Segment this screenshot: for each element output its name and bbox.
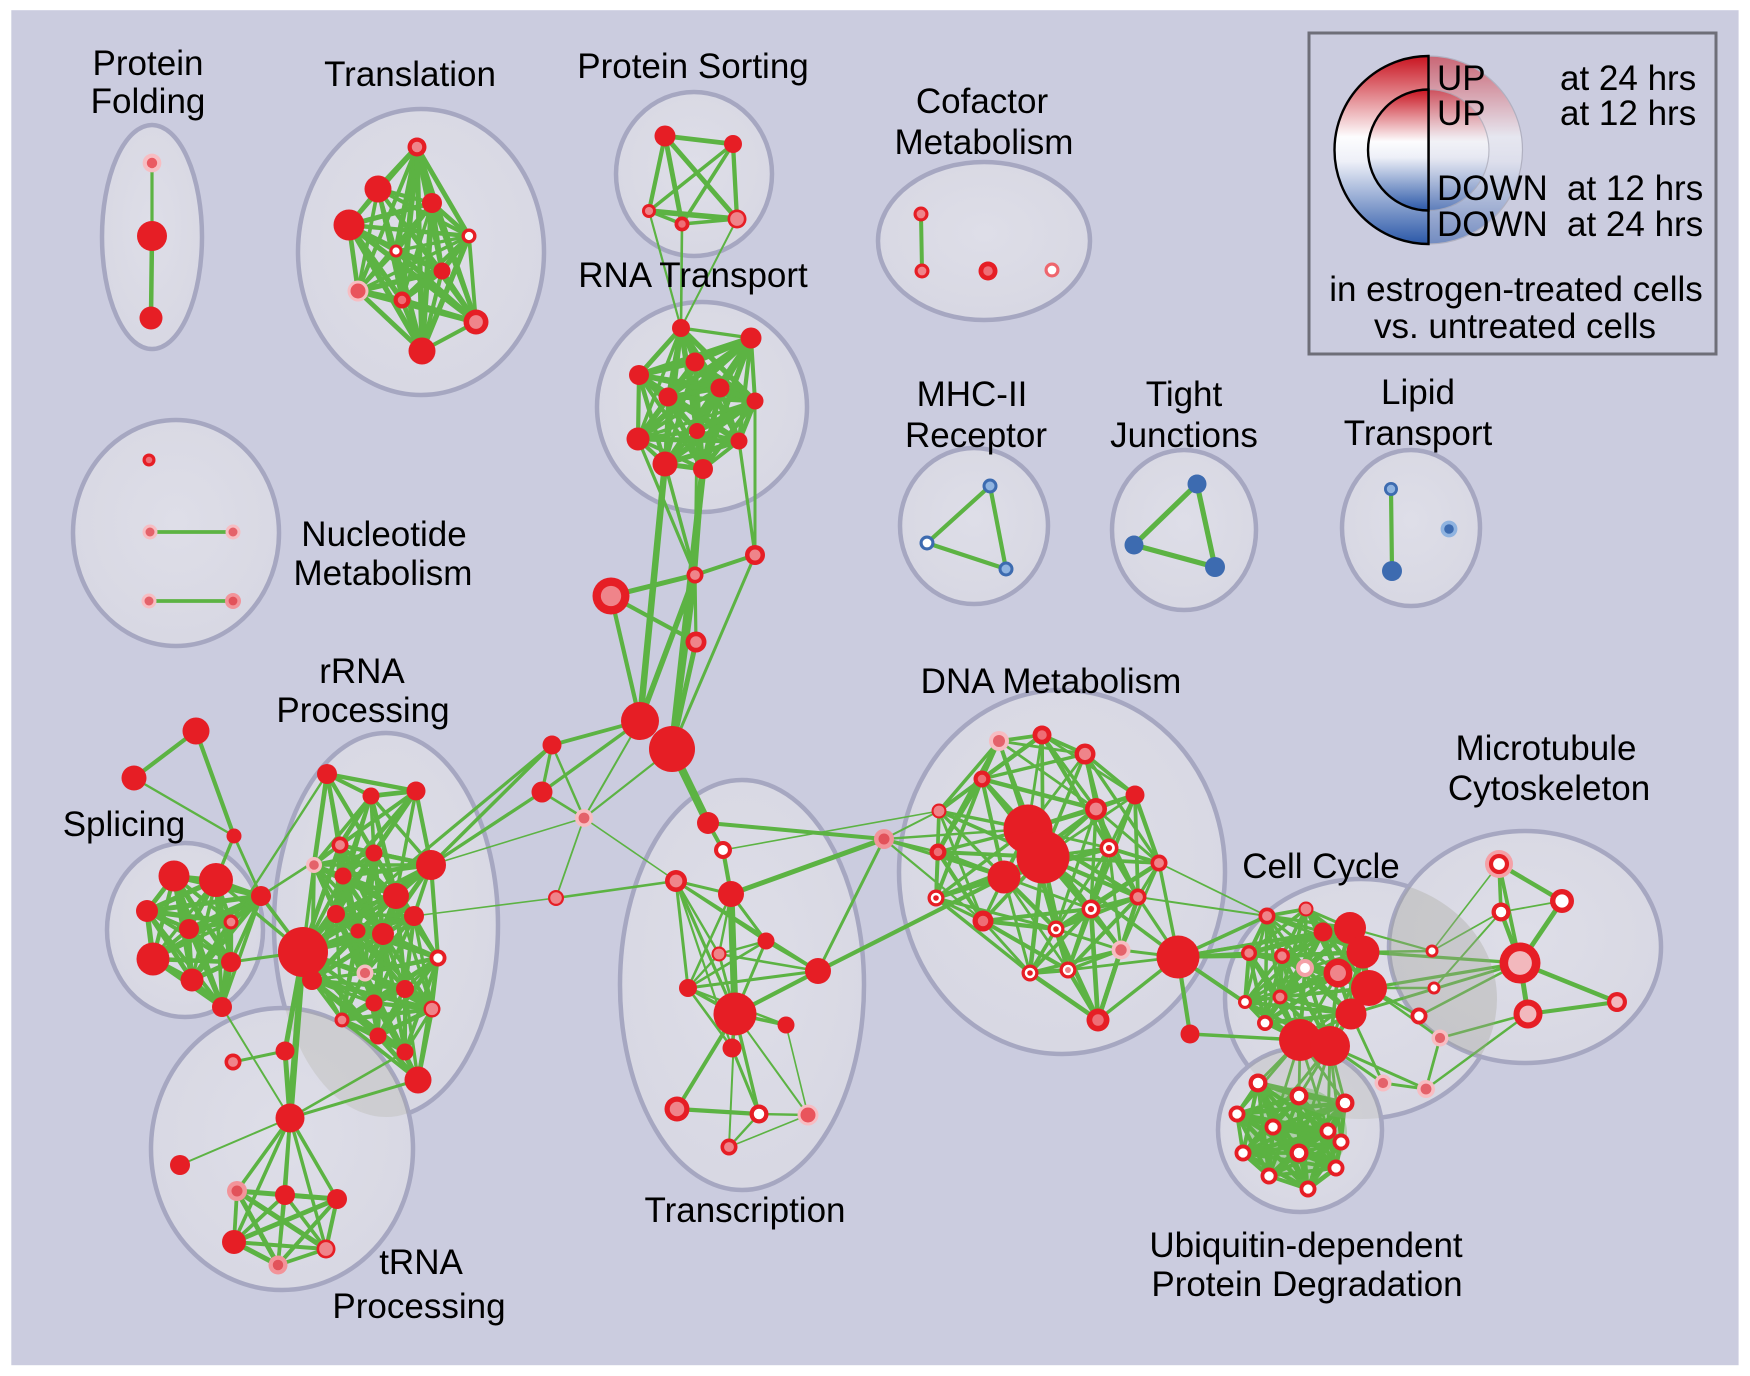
- svg-text:Tight: Tight: [1146, 375, 1223, 414]
- svg-text:Cofactor: Cofactor: [916, 82, 1049, 121]
- svg-text:Processing: Processing: [332, 1287, 505, 1326]
- svg-text:DNA Metabolism: DNA Metabolism: [921, 662, 1182, 701]
- svg-text:Translation: Translation: [324, 55, 496, 94]
- svg-text:Protein: Protein: [93, 44, 204, 83]
- svg-text:Nucleotide: Nucleotide: [301, 515, 466, 554]
- svg-text:Microtubule: Microtubule: [1456, 729, 1637, 768]
- svg-text:at 24 hrs: at 24 hrs: [1560, 59, 1696, 98]
- svg-text:Protein Sorting: Protein Sorting: [577, 47, 809, 86]
- svg-text:vs. untreated cells: vs. untreated cells: [1374, 307, 1656, 346]
- svg-text:Metabolism: Metabolism: [294, 554, 473, 593]
- svg-text:Metabolism: Metabolism: [895, 123, 1074, 162]
- svg-text:Splicing: Splicing: [63, 805, 186, 844]
- svg-text:DOWN: DOWN: [1437, 205, 1548, 244]
- svg-text:tRNA: tRNA: [379, 1243, 463, 1282]
- svg-text:at 12 hrs: at 12 hrs: [1567, 169, 1703, 208]
- svg-text:Cytoskeleton: Cytoskeleton: [1448, 769, 1650, 808]
- svg-text:MHC-II: MHC-II: [917, 375, 1028, 414]
- svg-text:Folding: Folding: [91, 82, 206, 121]
- svg-text:UP: UP: [1437, 94, 1486, 133]
- svg-text:Lipid: Lipid: [1381, 373, 1455, 412]
- svg-text:Receptor: Receptor: [905, 416, 1047, 455]
- svg-text:at 12 hrs: at 12 hrs: [1560, 94, 1696, 133]
- svg-text:DOWN: DOWN: [1437, 169, 1548, 208]
- svg-text:Ubiquitin-dependent: Ubiquitin-dependent: [1149, 1226, 1463, 1265]
- svg-text:Junctions: Junctions: [1110, 416, 1258, 455]
- svg-text:rRNA: rRNA: [319, 652, 405, 691]
- svg-text:Processing: Processing: [276, 691, 449, 730]
- svg-text:Cell Cycle: Cell Cycle: [1242, 847, 1400, 886]
- svg-text:UP: UP: [1437, 59, 1486, 98]
- svg-text:RNA Transport: RNA Transport: [578, 256, 808, 295]
- svg-text:Protein Degradation: Protein Degradation: [1151, 1265, 1462, 1304]
- svg-text:at 24 hrs: at 24 hrs: [1567, 205, 1703, 244]
- svg-text:in estrogen-treated cells: in estrogen-treated cells: [1329, 270, 1703, 309]
- svg-text:Transport: Transport: [1344, 414, 1493, 453]
- svg-text:Transcription: Transcription: [645, 1191, 846, 1230]
